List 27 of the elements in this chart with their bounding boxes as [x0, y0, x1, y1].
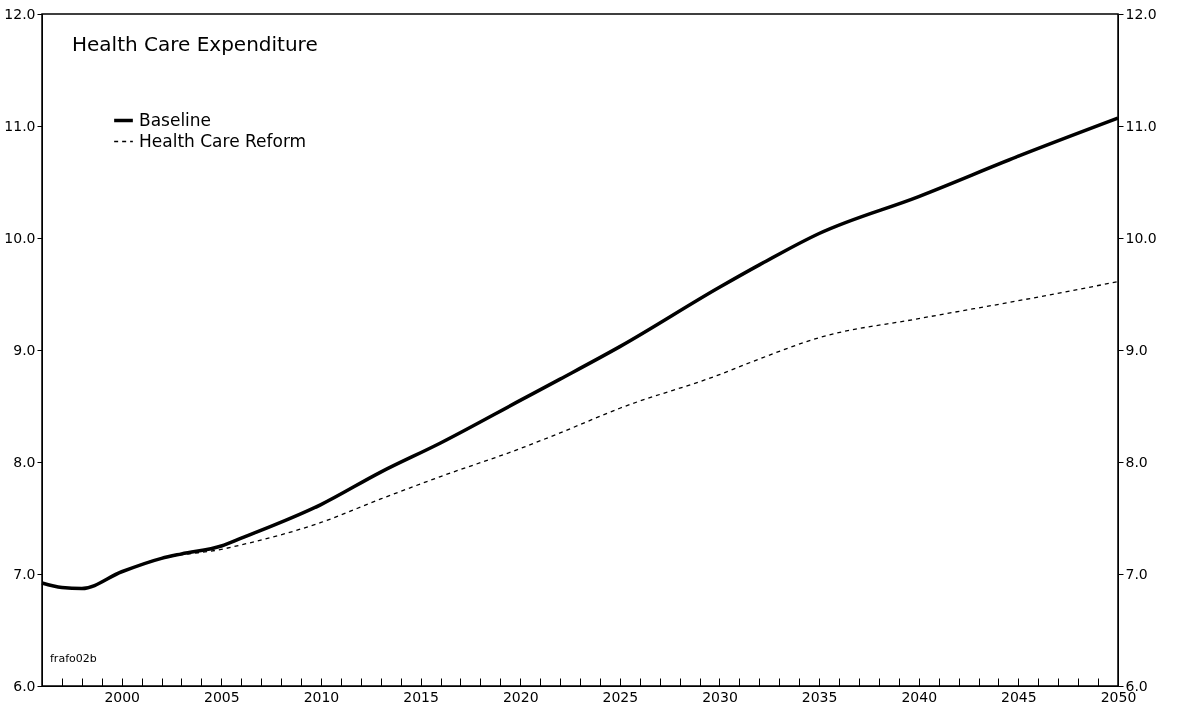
y2-tick-label: 8.0 [1125, 453, 1148, 470]
y2-tick-label: 7.0 [1125, 565, 1148, 582]
legend-label: Baseline [139, 109, 212, 130]
y-tick-label: 8.0 [13, 453, 36, 470]
y-tick-label: 10.0 [4, 229, 36, 246]
y2-tick-label: 12.0 [1125, 5, 1157, 22]
annotation: frafo02b [50, 652, 97, 665]
y-tick-label: 7.0 [13, 565, 36, 582]
x-tick-label: 2040 [901, 688, 938, 705]
y-tick-label: 12.0 [4, 5, 36, 22]
y2-tick-label: 11.0 [1125, 117, 1157, 134]
text: Health Care Expenditure [72, 32, 318, 56]
y-tick-label: 9.0 [13, 341, 36, 358]
y-tick-label: 11.0 [4, 117, 36, 134]
y2-tick-label: 9.0 [1125, 341, 1148, 358]
y-tick-label: 6.0 [13, 677, 36, 694]
x-tick-label: 2020 [502, 688, 539, 705]
x-tick-label: 2045 [1001, 688, 1037, 705]
x-tick-label: 2030 [702, 688, 738, 705]
legend-label: Health Care Reform [139, 130, 307, 151]
y2-tick-label: 10.0 [1125, 229, 1157, 246]
x-tick-label: 2010 [303, 688, 340, 705]
x-tick-label: 2035 [801, 688, 838, 705]
x-tick-label: 2005 [204, 688, 240, 705]
x-tick-label: 2015 [403, 688, 439, 705]
x-tick-label: 2025 [602, 688, 639, 705]
x-tick-label: 2000 [104, 688, 141, 705]
